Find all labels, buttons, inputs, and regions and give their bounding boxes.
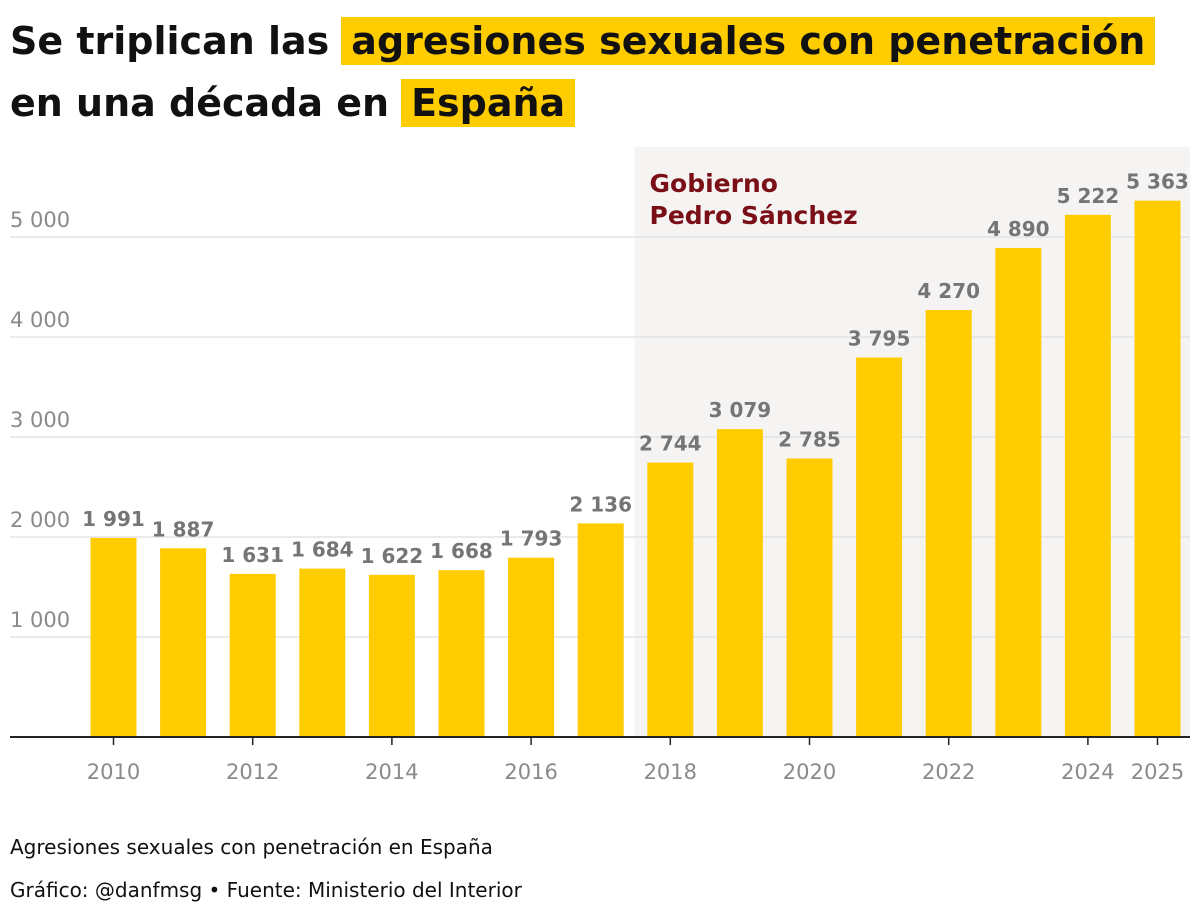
bar-2015 [438, 570, 485, 737]
bar-2025 [1134, 200, 1181, 737]
chart-title: Se triplican las agresiones sexuales con … [10, 10, 1190, 134]
bar-2012 [229, 573, 276, 737]
value-label-2015: 1 668 [430, 539, 493, 563]
x-tick-label: 2024 [1061, 760, 1114, 784]
bar-2021 [856, 357, 903, 737]
value-label-2011: 1 887 [152, 517, 215, 541]
value-label-2025: 5 363 [1126, 170, 1189, 194]
value-label-2019: 3 079 [709, 398, 772, 422]
y-tick-label: 4 000 [10, 308, 70, 332]
bar-2022 [925, 310, 972, 737]
annotation-line-1: Gobierno [650, 169, 778, 198]
title-line-1: Se triplican las agresiones sexuales con … [10, 10, 1190, 72]
value-label-2022: 4 270 [917, 279, 980, 303]
y-tick-label: 5 000 [10, 208, 70, 232]
x-tick-label: 2025 [1131, 760, 1184, 784]
bar-2018 [647, 462, 694, 737]
y-tick-label: 1 000 [10, 608, 70, 632]
value-label-2018: 2 744 [639, 432, 702, 456]
x-tick-label: 2016 [504, 760, 557, 784]
value-label-2014: 1 622 [361, 544, 424, 568]
value-label-2021: 3 795 [848, 327, 911, 351]
bar-2011 [160, 548, 207, 737]
value-label-2013: 1 684 [291, 538, 354, 562]
bar-2024 [1064, 214, 1111, 738]
bar-2017 [577, 523, 624, 737]
x-tick-label: 2018 [644, 760, 697, 784]
title-plain-2: en una década en [10, 81, 390, 125]
title-line-2: en una década en España [10, 72, 1190, 134]
x-tick-label: 2014 [365, 760, 418, 784]
chart-subtitle: Agresiones sexuales con penetración en E… [10, 835, 493, 859]
y-tick-label: 3 000 [10, 408, 70, 432]
bar-2020 [786, 458, 833, 737]
value-label-2024: 5 222 [1057, 184, 1120, 208]
title-highlight-2: España [401, 79, 576, 127]
annotation-line-2: Pedro Sánchez [650, 201, 858, 230]
x-tick-label: 2022 [922, 760, 975, 784]
y-tick-label: 2 000 [10, 508, 70, 532]
bar-2016 [508, 557, 555, 737]
bar-2023 [995, 248, 1042, 737]
x-tick-label: 2012 [226, 760, 279, 784]
chart-credit: Gráfico: @danfmsg • Fuente: Ministerio d… [10, 878, 522, 902]
title-highlight-1: agresiones sexuales con penetración [341, 17, 1156, 65]
x-tick-label: 2020 [783, 760, 836, 784]
x-tick-label: 2010 [87, 760, 140, 784]
bar-2013 [299, 568, 346, 737]
value-label-2016: 1 793 [500, 527, 563, 551]
bar-2019 [716, 429, 763, 737]
value-label-2017: 2 136 [569, 492, 632, 516]
bar-2010 [90, 537, 137, 737]
value-label-2023: 4 890 [987, 217, 1050, 241]
title-plain-1: Se triplican las [10, 19, 330, 63]
value-label-2010: 1 991 [82, 507, 145, 531]
value-label-2012: 1 631 [221, 543, 284, 567]
value-label-2020: 2 785 [778, 428, 841, 452]
bar-2014 [368, 574, 415, 737]
